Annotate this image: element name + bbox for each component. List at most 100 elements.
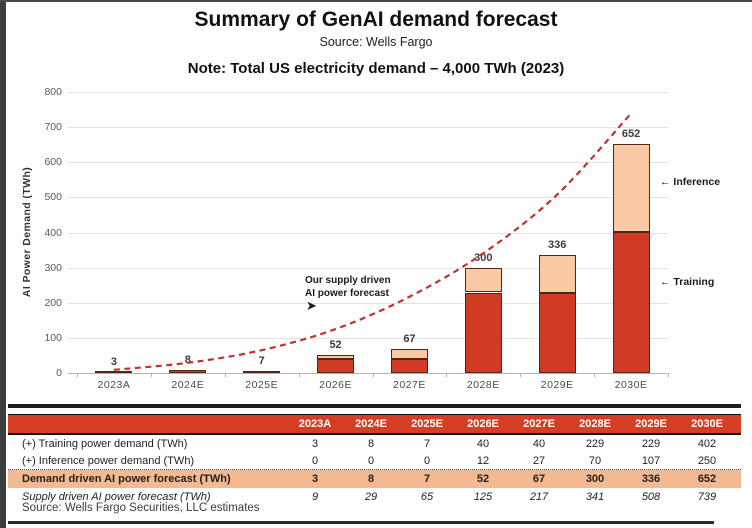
x-axis-tick bbox=[150, 373, 152, 377]
bar-segment-training bbox=[538, 292, 576, 373]
table-header-cell: 2025E bbox=[411, 418, 443, 430]
table-cell: 70 bbox=[588, 454, 602, 467]
bar-total-label: 7 bbox=[258, 354, 265, 367]
x-axis-tick bbox=[668, 373, 669, 377]
bar-total-label: 336 bbox=[548, 238, 567, 251]
x-axis-tick bbox=[446, 373, 448, 377]
gridline bbox=[68, 197, 668, 199]
table-cell: 300 bbox=[585, 473, 605, 485]
inference-label: Inference bbox=[673, 176, 721, 188]
x-axis-tick bbox=[372, 373, 374, 377]
note-line: Note: Total US electricity demand – 4,00… bbox=[187, 60, 565, 77]
bar bbox=[169, 370, 207, 373]
table-row: Demand driven AI power forecast (TWh) 3 8 7… bbox=[8, 470, 741, 488]
table-cell: 40 bbox=[476, 437, 490, 450]
bar-segment-training bbox=[464, 292, 502, 373]
table-row-label: (+) Training power demand (TWh) bbox=[22, 437, 188, 450]
gridline bbox=[68, 232, 668, 234]
x-axis-label: 2023A bbox=[97, 379, 131, 391]
y-axis-tick-label: 600 bbox=[44, 156, 62, 169]
table-cell: 65 bbox=[420, 490, 434, 503]
bar-segment-training bbox=[317, 358, 355, 373]
x-axis-tick bbox=[224, 373, 226, 377]
x-axis-tick bbox=[594, 373, 596, 377]
table-cell: 229 bbox=[641, 437, 661, 450]
table-cell: 508 bbox=[641, 490, 661, 503]
frame-left-edge bbox=[0, 0, 6, 528]
table-row-label: Demand driven AI power forecast (TWh) bbox=[22, 473, 231, 485]
bar bbox=[612, 143, 650, 373]
gridline bbox=[68, 373, 668, 374]
table-cell: 40 bbox=[532, 437, 546, 450]
bar-total-label: 3 bbox=[110, 355, 117, 368]
left-arrow-icon: ← bbox=[660, 276, 671, 288]
table-cell: 12 bbox=[476, 454, 490, 467]
table-cell: 9 bbox=[311, 490, 319, 503]
table-cell: 7 bbox=[423, 437, 431, 450]
table-header-cell: 2028E bbox=[579, 418, 611, 430]
bar-total-label: 52 bbox=[329, 338, 342, 351]
y-axis-tick-label: 700 bbox=[44, 121, 62, 134]
gridline bbox=[68, 302, 668, 304]
table-cell: 3 bbox=[311, 473, 319, 485]
x-axis-tick bbox=[77, 373, 78, 377]
table-cell: 739 bbox=[697, 490, 717, 503]
table-top-divider bbox=[8, 404, 741, 408]
table-cell: 29 bbox=[364, 490, 378, 503]
bar bbox=[390, 349, 428, 373]
table-cell: 229 bbox=[585, 437, 605, 450]
table-cell: 341 bbox=[585, 490, 605, 503]
table-cell: 67 bbox=[532, 473, 546, 485]
bar-segment-training bbox=[243, 370, 281, 373]
bar bbox=[243, 370, 281, 373]
y-axis-tick-label: 800 bbox=[44, 86, 62, 98]
table-header-cell: 2030E bbox=[691, 418, 723, 430]
bar-total-label: 8 bbox=[184, 354, 191, 367]
table-cell: 125 bbox=[473, 490, 493, 503]
bar-segment-training bbox=[95, 370, 133, 373]
gridline bbox=[68, 127, 668, 129]
source-footnote: Source: Wells Fargo Securities, LLC esti… bbox=[22, 502, 260, 514]
table-row: (+) Training power demand (TWh) 3 8 7 40 40 22… bbox=[8, 435, 741, 452]
bar-segment-inference bbox=[317, 354, 355, 359]
frame-top-edge bbox=[0, 0, 752, 2]
training-label: Training bbox=[673, 276, 715, 288]
table-cell: 107 bbox=[641, 454, 661, 467]
bar bbox=[464, 267, 502, 373]
table-cell: 8 bbox=[367, 473, 375, 485]
bar-segment-training bbox=[612, 231, 650, 373]
table-cell: 250 bbox=[697, 454, 717, 467]
bar-segment-inference bbox=[612, 143, 650, 232]
table-cell: 652 bbox=[697, 473, 717, 485]
gridline bbox=[68, 337, 668, 339]
y-axis-tick-label: 100 bbox=[44, 331, 62, 344]
table-header-cell: 2024E bbox=[355, 418, 387, 430]
y-axis-tick-label: 200 bbox=[44, 296, 62, 309]
bar-total-label: 652 bbox=[621, 127, 641, 140]
table-row-label: (+) Inference power demand (TWh) bbox=[22, 454, 195, 467]
bar-total-label: 300 bbox=[474, 251, 493, 264]
x-axis-label: 2024E bbox=[171, 379, 205, 391]
table-cell: 7 bbox=[423, 473, 431, 485]
bar bbox=[95, 370, 133, 373]
bar bbox=[538, 254, 576, 373]
table-row-label: Supply driven AI power forecast (TWh) bbox=[22, 490, 211, 503]
y-axis-tick-label: 400 bbox=[44, 226, 62, 239]
inference-annotation: ← Inference bbox=[660, 176, 720, 188]
bar-segment-training bbox=[169, 370, 207, 373]
training-annotation: ← Training bbox=[660, 276, 714, 288]
supply-forecast-annotation: Our supply driven AI power forecast bbox=[305, 275, 391, 299]
table-row: (+) Inference power demand (TWh) 0 0 0 12 27 7… bbox=[8, 452, 741, 470]
y-axis-tick-label: 0 bbox=[56, 367, 62, 379]
table-cell: 0 bbox=[367, 454, 375, 467]
annotation-arrow-icon: ➤ bbox=[306, 298, 317, 313]
x-axis-label: 2026E bbox=[319, 379, 352, 391]
bar-total-label: 67 bbox=[403, 333, 416, 346]
left-arrow-icon: ← bbox=[660, 176, 671, 188]
table-cell: 402 bbox=[697, 437, 717, 450]
x-axis-tick bbox=[298, 373, 300, 377]
x-axis-label: 2025E bbox=[245, 379, 279, 391]
bar-segment-inference bbox=[390, 349, 428, 359]
table-cell: 27 bbox=[532, 454, 546, 467]
